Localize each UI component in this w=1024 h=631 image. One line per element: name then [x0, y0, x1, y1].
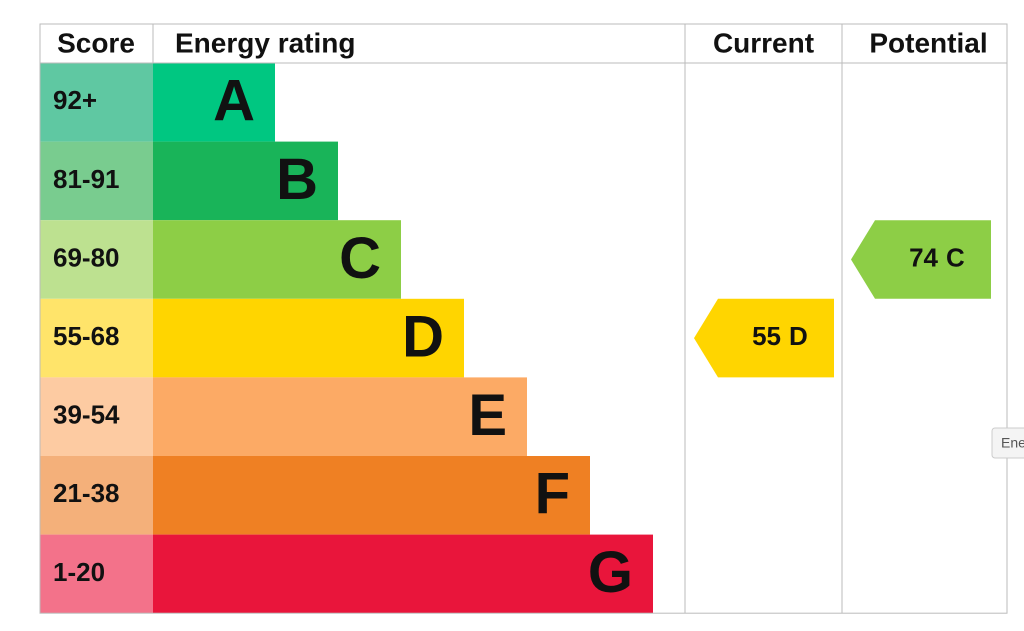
score-label: 21-38 — [53, 478, 120, 508]
header-current: Current — [713, 27, 814, 58]
rating-bar — [153, 141, 338, 221]
score-cell — [40, 298, 153, 378]
tooltip-box — [991, 427, 1024, 459]
score-cell — [40, 377, 153, 456]
current-indicator: 55 D — [694, 298, 834, 378]
rating-bar — [153, 534, 653, 614]
rating-bar — [153, 220, 401, 299]
header-rating: Energy rating — [175, 27, 355, 58]
tooltip-text: Ene — [1001, 435, 1024, 451]
score-cell — [40, 456, 153, 535]
score-label: 69-80 — [53, 242, 120, 272]
header-score: Score — [57, 27, 135, 58]
rating-bar — [153, 298, 464, 378]
score-label: 39-54 — [53, 400, 120, 430]
current-score: 55 — [752, 321, 781, 351]
rating-letter: C — [339, 226, 381, 291]
rating-bar — [153, 377, 527, 456]
rating-letter: D — [402, 304, 444, 369]
rating-letter: B — [276, 147, 318, 212]
score-cell — [40, 220, 153, 299]
score-cell — [40, 141, 153, 221]
current-arrow — [694, 298, 834, 378]
score-label: 81-91 — [53, 164, 120, 194]
table-border — [39, 23, 1008, 614]
potential-score: 74 — [909, 242, 938, 272]
header-potential: Potential — [869, 27, 987, 58]
rating-letter: A — [213, 69, 255, 134]
current-rating: D — [789, 321, 808, 351]
rating-letter: E — [468, 383, 507, 448]
score-label: 92+ — [53, 85, 97, 115]
potential-arrow — [851, 220, 991, 299]
rating-bar — [153, 456, 590, 535]
rating-letter: G — [588, 540, 633, 605]
potential-indicator: 74 C — [851, 220, 991, 299]
rating-bar — [153, 63, 275, 142]
rating-letter: F — [535, 462, 570, 527]
score-cell — [40, 63, 153, 142]
potential-rating: C — [946, 242, 965, 272]
score-label: 1-20 — [53, 557, 105, 587]
score-label: 55-68 — [53, 321, 120, 351]
score-cell — [40, 534, 153, 614]
